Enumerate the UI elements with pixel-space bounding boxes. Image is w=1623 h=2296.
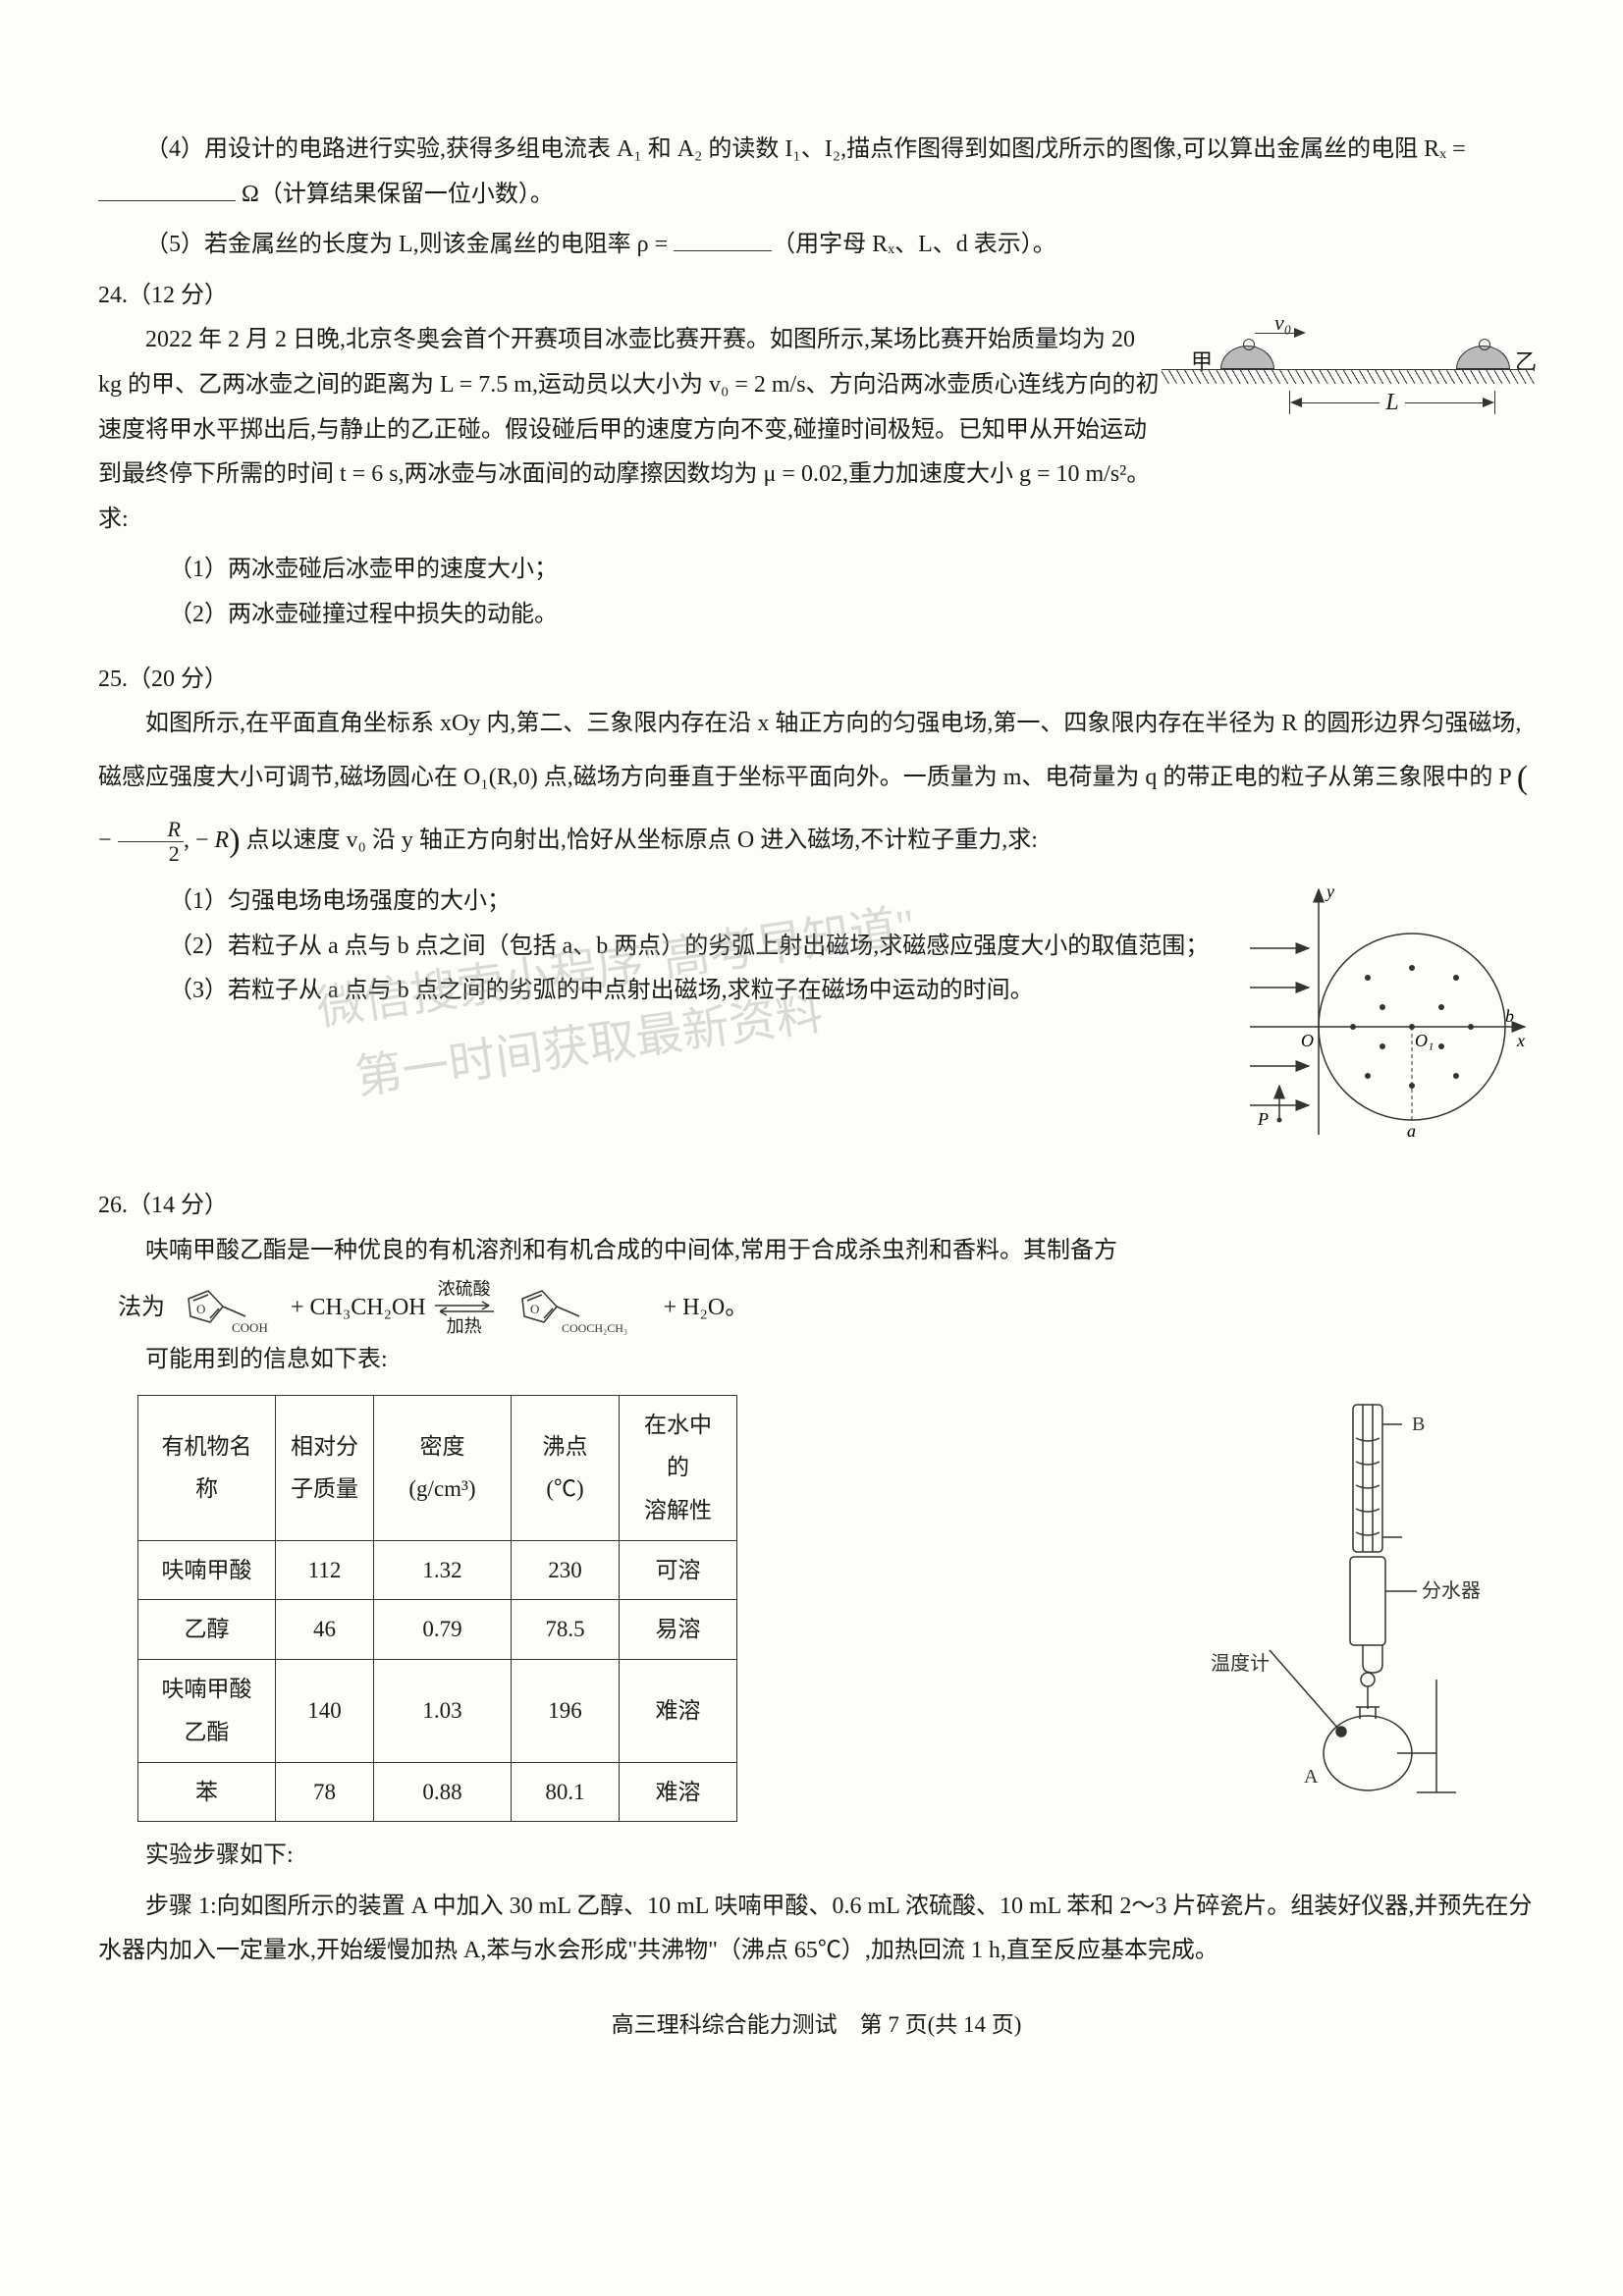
table-header: 相对分子质量 [276, 1395, 374, 1540]
q23-p5-text: （5）若金属丝的长度为 L,则该金属丝的电阻率 ρ = [145, 232, 674, 257]
table-cell: 乙醇 [138, 1600, 276, 1660]
table-cell: 230 [512, 1540, 620, 1600]
table-cell: 46 [276, 1600, 374, 1660]
properties-table: 有机物名称相对分子质量密度(g/cm³)沸点(℃)在水中的溶解性 呋喃甲酸112… [137, 1395, 737, 1823]
v0-label: v₀ [1274, 302, 1291, 344]
chem-tail: + H₂O。 [664, 1286, 749, 1331]
x-axis-label: x [1516, 1031, 1525, 1050]
apparatus-diagram: B 分水器 A 温度计 [1142, 1395, 1486, 1824]
q26-intro: 呋喃甲酸乙酯是一种优良的有机溶剂和有机合成的中间体,常用于合成杀虫剂和香料。其制… [98, 1229, 1535, 1274]
q23-part4: （4）用设计的电路进行实验,获得多组电流表 A₁ 和 A₂ 的读数 I₁、I₂,… [98, 128, 1535, 217]
q26-table-intro: 可能用到的信息如下表: [98, 1338, 1535, 1383]
table-row: 苯780.8880.1难溶 [138, 1762, 737, 1822]
table-row: 呋喃甲酸乙酯1401.03196难溶 [138, 1660, 737, 1762]
table-cell: 196 [512, 1660, 620, 1762]
q23-p5-unit: （用字母 Rₓ、L、d 表示）。 [772, 232, 1056, 257]
svg-text:O: O [196, 1302, 205, 1316]
stone-jia [1220, 346, 1274, 369]
q25-sub1: （1）匀强电场电场强度的大小； [98, 880, 1211, 925]
q25-sub2: （2）若粒子从 a 点与 b 点之间（包括 a、b 两点）的劣弧上射出磁场,求磁… [98, 925, 1211, 970]
P-label: P [1257, 1109, 1269, 1129]
blank-rx[interactable] [98, 178, 236, 201]
b-label: b [1505, 1006, 1514, 1026]
coord-diagram: y x O O₁ b a P [1240, 880, 1535, 1164]
frac-d: 2 [118, 842, 184, 866]
svg-text:O: O [530, 1302, 539, 1316]
q24-sub1: （1）两冰壶碰后冰壶甲的速度大小； [98, 548, 1162, 593]
q25-sub3: （3）若粒子从 a 点与 b 点之间的劣弧的中点射出磁场,求粒子在磁场中运动的时… [98, 969, 1211, 1014]
table-cell: 呋喃甲酸 [138, 1540, 276, 1600]
table-cell: 呋喃甲酸乙酯 [138, 1660, 276, 1762]
L-marker: L [1289, 389, 1495, 416]
table-cell: 易溶 [620, 1600, 737, 1660]
q26-header: 26.（14 分） [98, 1184, 1535, 1229]
chem-prefix: 法为 [118, 1286, 165, 1331]
cond-top: 浓硫酸 [438, 1280, 491, 1300]
table-cell: 78 [276, 1762, 374, 1822]
A-label: A [1304, 1766, 1319, 1788]
q25-p1b: 点以速度 v₀ 沿 y 轴正方向射出,恰好从坐标原点 O 进入磁场,不计粒子重力… [246, 828, 1038, 853]
q25-body: 如图所示,在平面直角坐标系 xOy 内,第二、三象限内存在沿 x 轴正方向的匀强… [98, 702, 1535, 874]
O1-label: O₁ [1415, 1031, 1434, 1050]
table-cell: 1.03 [374, 1660, 512, 1762]
q24-sub2: （2）两冰壶碰撞过程中损失的动能。 [98, 593, 1162, 638]
table-cell: 78.5 [512, 1600, 620, 1660]
cond-bot: 加热 [447, 1317, 482, 1337]
table-cell: 140 [276, 1660, 374, 1762]
furan-ester-struct: O COOCH₂CH₃ [503, 1279, 660, 1338]
chem-plus: + CH₃CH₂OH [291, 1286, 426, 1331]
B-label: B [1412, 1414, 1425, 1435]
svg-text:COOCH₂CH₃: COOCH₂CH₃ [562, 1321, 627, 1335]
q25-header: 25.（20 分） [98, 658, 1535, 703]
table-cell: 苯 [138, 1762, 276, 1822]
q24-body: 2022 年 2 月 2 日晚,北京冬奥会首个开赛项目冰壶比赛开赛。如图所示,某… [98, 318, 1162, 542]
table-header: 有机物名称 [138, 1395, 276, 1540]
L-label: L [1380, 381, 1404, 426]
q25-p1a: 如图所示,在平面直角坐标系 xOy 内,第二、三象限内存在沿 x 轴正方向的匀强… [98, 711, 1521, 789]
q26-step1: 步骤 1:向如图所示的装置 A 中加入 30 mL 乙醇、10 mL 呋喃甲酸、… [98, 1885, 1535, 1974]
table-cell: 可溶 [620, 1540, 737, 1600]
a-label: a [1407, 1121, 1416, 1141]
q23-p4-text: （4）用设计的电路进行实验,获得多组电流表 A₁ 和 A₂ 的读数 I₁、I₂,… [145, 136, 1466, 162]
separator-label: 分水器 [1422, 1579, 1481, 1602]
ground-hatch [1162, 369, 1535, 384]
table-header: 沸点(℃) [512, 1395, 620, 1540]
svg-text:COOH: COOH [232, 1320, 268, 1335]
table-cell: 0.79 [374, 1600, 512, 1660]
table-cell: 难溶 [620, 1762, 737, 1822]
table-cell: 难溶 [620, 1660, 737, 1762]
table-header: 在水中的溶解性 [620, 1395, 737, 1540]
blank-rho[interactable] [674, 228, 772, 251]
table-cell: 0.88 [374, 1762, 512, 1822]
table-header: 密度(g/cm³) [374, 1395, 512, 1540]
chem-equation: 法为 O COOH + CH₃CH₂OH 浓硫酸 加热 O COOCH₂CH₃ … [118, 1279, 1535, 1338]
table-cell: 112 [276, 1540, 374, 1600]
q23-p4-unit: Ω（计算结果保留一位小数）。 [236, 182, 554, 207]
q24-header: 24.（12 分） [98, 274, 1535, 319]
rxn-arrow: 浓硫酸 加热 [430, 1280, 499, 1337]
velocity-arrow: v₀ [1255, 328, 1306, 338]
table-row: 呋喃甲酸1121.32230可溶 [138, 1540, 737, 1600]
O-label: O [1301, 1031, 1314, 1050]
table-cell: 80.1 [512, 1762, 620, 1822]
q23-part5: （5）若金属丝的长度为 L,则该金属丝的电阻率 ρ = （用字母 Rₓ、L、d … [98, 223, 1535, 268]
table-cell: 1.32 [374, 1540, 512, 1600]
furan-acid-struct: O COOH [169, 1279, 287, 1338]
page-footer: 高三理科综合能力测试 第 7 页(共 14 页) [98, 2003, 1535, 2047]
q26-steps-header: 实验步骤如下: [98, 1834, 1535, 1879]
table-row: 乙醇460.7978.5易溶 [138, 1600, 737, 1660]
frac-n: R [118, 818, 184, 842]
thermometer-label: 温度计 [1211, 1652, 1270, 1675]
curling-diagram: v₀ 甲 乙 L [1162, 328, 1535, 426]
stone-yi [1456, 346, 1510, 369]
y-axis-label: y [1325, 881, 1334, 901]
